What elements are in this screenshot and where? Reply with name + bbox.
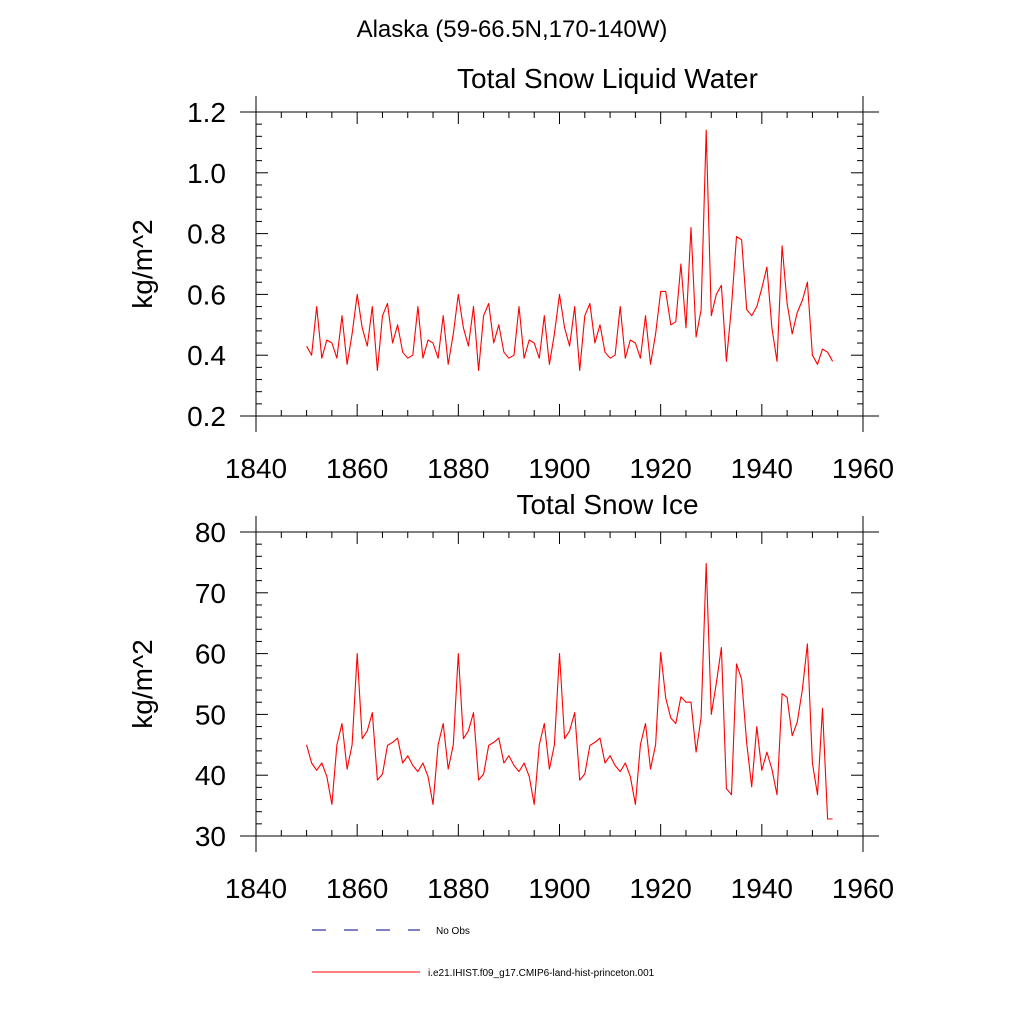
panel-2-ytick-label: 80 [195,517,226,548]
panel-2-series-line [306,563,833,820]
panel-2-chart: Total Snow Ice 30 40 50 60 70 80 1840 1860 1880 19… [127,489,894,904]
panel-2-title: Total Snow Ice [516,489,698,520]
panel-1-ytick-label: 0.2 [187,401,226,432]
panel-2-xtick-label: 1840 [225,873,287,904]
legend: No Obs i.e21.IHIST.f09_g17.CMIP6-land-his… [312,926,655,979]
panel-1-ytick-label: 1.2 [187,97,226,128]
panel-2-xtick-label: 1880 [427,873,489,904]
panel-2-ytick-label: 30 [195,821,226,852]
panel-1-xtick-label: 1960 [832,453,894,484]
panel-1-ylabel: kg/m^2 [127,219,158,308]
panel-2-ytick-label: 60 [195,639,226,670]
legend-label-model: i.e21.IHIST.f09_g17.CMIP6-land-hist-prin… [428,968,655,979]
panel-2-xtick-label: 1920 [630,873,692,904]
panel-1-xtick-label: 1840 [225,453,287,484]
panel-1-xtick-label: 1860 [326,453,388,484]
panel-2-ylabel: kg/m^2 [127,639,158,728]
panel-2-ytick-label: 70 [195,578,226,609]
panel-1-xtick-label: 1920 [630,453,692,484]
panel-1-xtick-label: 1880 [427,453,489,484]
panel-2-xtick-label: 1860 [326,873,388,904]
panel-1-xtick-label: 1900 [528,453,590,484]
panel-1-title: Total Snow Liquid Water [457,63,758,94]
panel-1-ytick-label: 0.8 [187,219,226,250]
panel-2-xtick-label: 1900 [528,873,590,904]
panel-1-ytick-label: 0.6 [187,279,226,310]
page-title: Alaska (59-66.5N,170-140W) [356,16,668,43]
panel-1-ytick-label: 0.4 [187,340,226,371]
panel-1-ytick-label: 1.0 [187,158,226,189]
panel-1-chart: Total Snow Liquid Water 0.2 0.4 0.6 0.8 1.0 1.… [127,63,894,484]
panel-1-xtick-label: 1940 [731,453,793,484]
panel-2-ytick-label: 50 [195,699,226,730]
panel-2-xtick-label: 1960 [832,873,894,904]
panel-1-series-line [306,129,834,371]
panel-2-xtick-label: 1940 [731,873,793,904]
panel-2-ytick-label: 40 [195,760,226,791]
legend-label-no-obs: No Obs [436,926,470,937]
